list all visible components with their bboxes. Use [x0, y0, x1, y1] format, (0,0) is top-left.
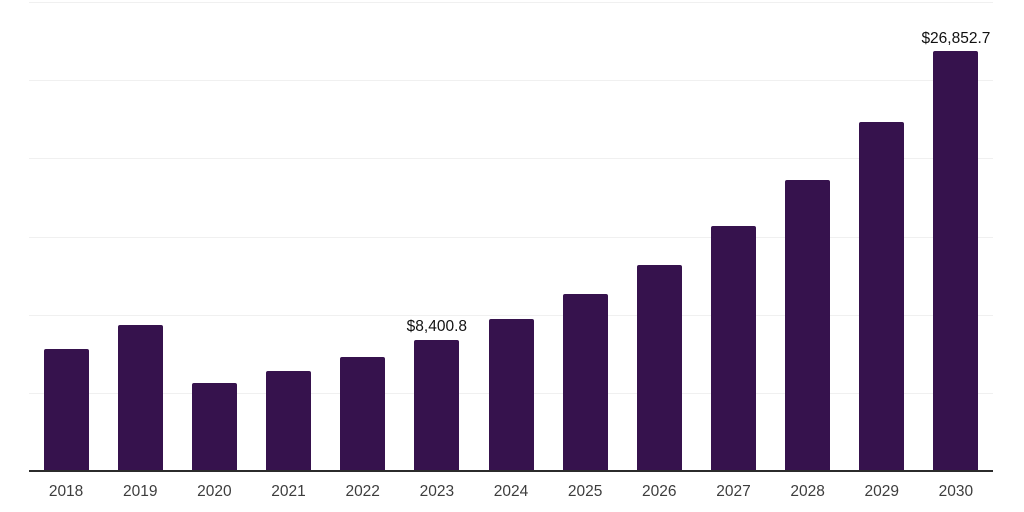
- x-tick-label-2025: 2025: [567, 483, 603, 500]
- x-axis-line: [29, 470, 993, 472]
- x-tick-label-2030: 2030: [938, 483, 974, 500]
- bar-2026: [636, 264, 682, 471]
- gridline: [29, 236, 993, 238]
- bar-2019: [117, 324, 163, 471]
- bar-2024: [488, 318, 534, 471]
- x-axis-tick-labels: 2018 2019 2020 2021 2022 2023 2024 2025 2026 2027…: [29, 484, 993, 506]
- bar-2020: [191, 382, 237, 471]
- gridline: [29, 314, 993, 316]
- bar-2027: [710, 225, 756, 471]
- bar-2018: [43, 349, 89, 471]
- x-tick-label-2021: 2021: [271, 483, 306, 500]
- x-tick-label-2028: 2028: [790, 483, 825, 500]
- bar-2025: [562, 293, 608, 471]
- bar-2028: [785, 180, 831, 471]
- x-tick-label-2026: 2026: [642, 483, 677, 500]
- plot-area: $8,400.8 $26,852.7: [29, 2, 993, 471]
- x-tick-label-2027: 2027: [716, 483, 751, 500]
- bar-2029: [859, 122, 905, 471]
- bar-value-label-2030: $26,852.7: [921, 29, 991, 47]
- x-tick-label-2023: 2023: [419, 483, 455, 500]
- gridline: [29, 2, 993, 3]
- gridline: [29, 80, 993, 82]
- x-tick-label-2019: 2019: [122, 483, 158, 500]
- bar-value-label-2023: $8,400.8: [406, 318, 468, 336]
- bar-2022: [340, 356, 386, 471]
- x-tick-label-2029: 2029: [864, 483, 900, 500]
- x-tick-label-2018: 2018: [48, 483, 84, 500]
- x-tick-label-2022: 2022: [345, 483, 380, 500]
- x-tick-label-2024: 2024: [493, 483, 529, 500]
- bar-2021: [266, 370, 312, 471]
- bar-2030: [933, 51, 979, 471]
- gridline: [29, 158, 993, 160]
- bar-2023: [414, 339, 460, 471]
- x-tick-label-2020: 2020: [197, 483, 232, 500]
